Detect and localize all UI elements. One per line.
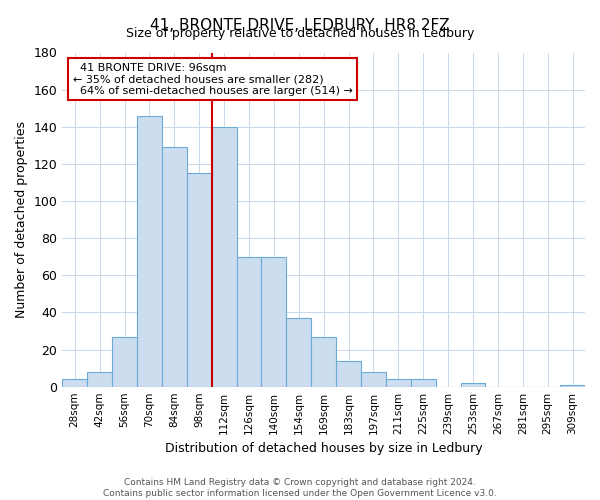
Bar xyxy=(236,256,262,386)
Bar xyxy=(87,372,112,386)
Bar xyxy=(411,380,436,386)
Text: Contains HM Land Registry data © Crown copyright and database right 2024.
Contai: Contains HM Land Registry data © Crown c… xyxy=(103,478,497,498)
Bar xyxy=(212,127,236,386)
Bar xyxy=(286,318,311,386)
Text: 41 BRONTE DRIVE: 96sqm
← 35% of detached houses are smaller (282)
  64% of semi-: 41 BRONTE DRIVE: 96sqm ← 35% of detached… xyxy=(73,62,353,96)
Bar xyxy=(137,116,162,386)
Bar xyxy=(560,385,585,386)
Bar xyxy=(336,360,361,386)
Bar xyxy=(461,383,485,386)
Bar xyxy=(112,336,137,386)
Bar xyxy=(162,147,187,386)
Y-axis label: Number of detached properties: Number of detached properties xyxy=(15,121,28,318)
Bar xyxy=(187,173,212,386)
Bar xyxy=(62,380,87,386)
Bar xyxy=(386,380,411,386)
Text: 41, BRONTE DRIVE, LEDBURY, HR8 2FZ: 41, BRONTE DRIVE, LEDBURY, HR8 2FZ xyxy=(150,18,450,32)
X-axis label: Distribution of detached houses by size in Ledbury: Distribution of detached houses by size … xyxy=(165,442,482,455)
Bar xyxy=(311,336,336,386)
Text: Size of property relative to detached houses in Ledbury: Size of property relative to detached ho… xyxy=(126,28,474,40)
Bar xyxy=(262,256,286,386)
Bar xyxy=(361,372,386,386)
